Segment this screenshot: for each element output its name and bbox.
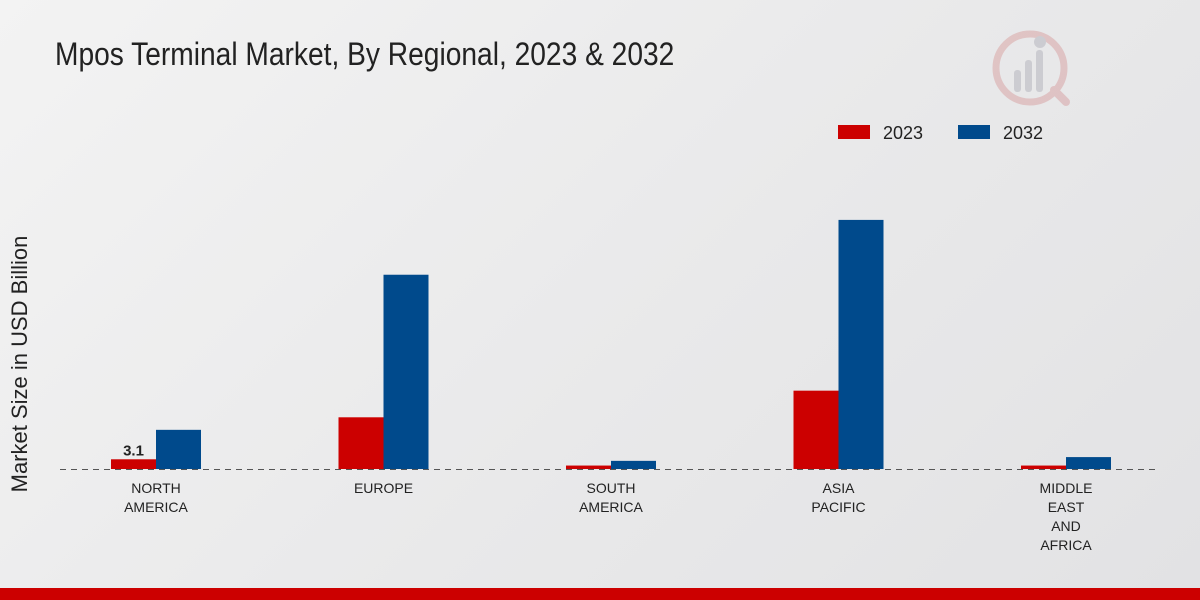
bar-2023-4 [1021, 465, 1066, 469]
bar-2032-0 [156, 429, 201, 469]
x-tick-label-0: NORTH [131, 480, 181, 496]
bar-2032-1 [383, 274, 429, 469]
x-tick-label-3: ASIA [823, 480, 856, 496]
y-axis-label: Market Size in USD Billion [7, 236, 32, 493]
bar-2032-3 [838, 219, 884, 469]
legend-swatch-2023 [838, 125, 870, 139]
x-tick-label-4: EAST [1048, 499, 1085, 515]
x-tick-label-2: AMERICA [579, 499, 643, 515]
legend-label-2023: 2023 [883, 123, 923, 143]
x-tick-label-3: PACIFIC [811, 499, 865, 515]
bar-2032-4 [1066, 457, 1111, 469]
bar-2023-1 [338, 417, 384, 469]
bar-2023-3 [793, 390, 839, 469]
legend-label-2032: 2032 [1003, 123, 1043, 143]
x-tick-label-0: AMERICA [124, 499, 188, 515]
legend-swatch-2032 [958, 125, 990, 139]
bar-2032-2 [611, 460, 656, 469]
x-tick-label-4: MIDDLE [1040, 480, 1093, 496]
bar-2023-2 [566, 465, 611, 469]
watermark-logo-icon [990, 28, 1074, 112]
chart-title: Mpos Terminal Market, By Regional, 2023 … [55, 36, 675, 72]
x-tick-label-4: AND [1051, 518, 1081, 534]
x-tick-label-2: SOUTH [587, 480, 636, 496]
x-tick-label-1: EUROPE [354, 480, 413, 496]
x-tick-label-4: AFRICA [1040, 537, 1092, 553]
footer-bar [0, 588, 1200, 600]
data-label-0: 3.1 [123, 442, 144, 459]
bar-2023-0 [111, 459, 156, 469]
